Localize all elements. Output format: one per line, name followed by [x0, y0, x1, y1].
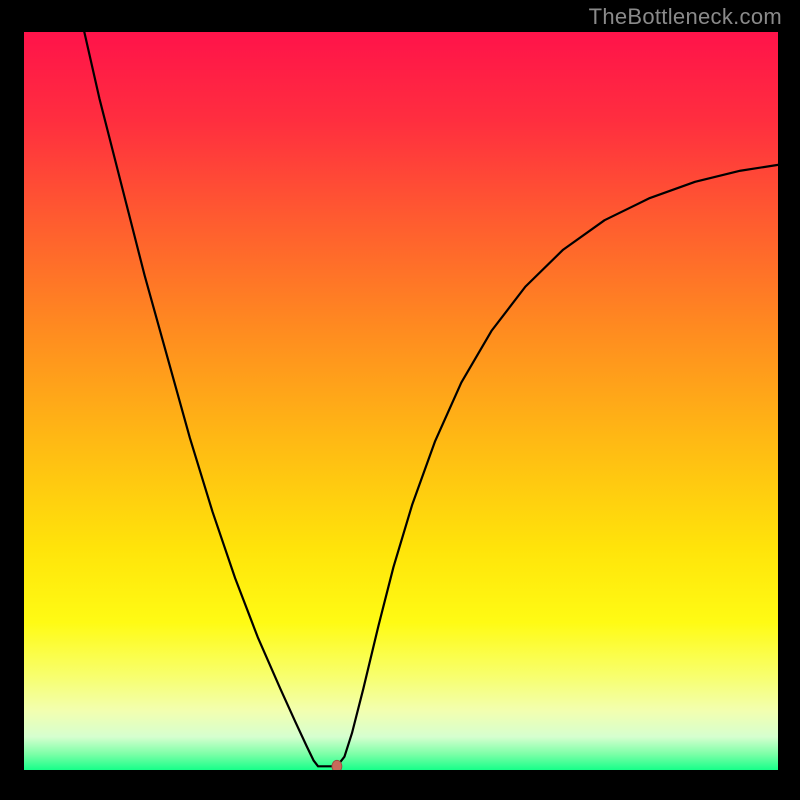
watermark-text: TheBottleneck.com — [589, 4, 782, 30]
bottleneck-curve — [84, 32, 778, 766]
chart-plot-area — [24, 32, 778, 770]
minimum-marker — [332, 760, 342, 770]
chart-curve-layer — [24, 32, 778, 770]
